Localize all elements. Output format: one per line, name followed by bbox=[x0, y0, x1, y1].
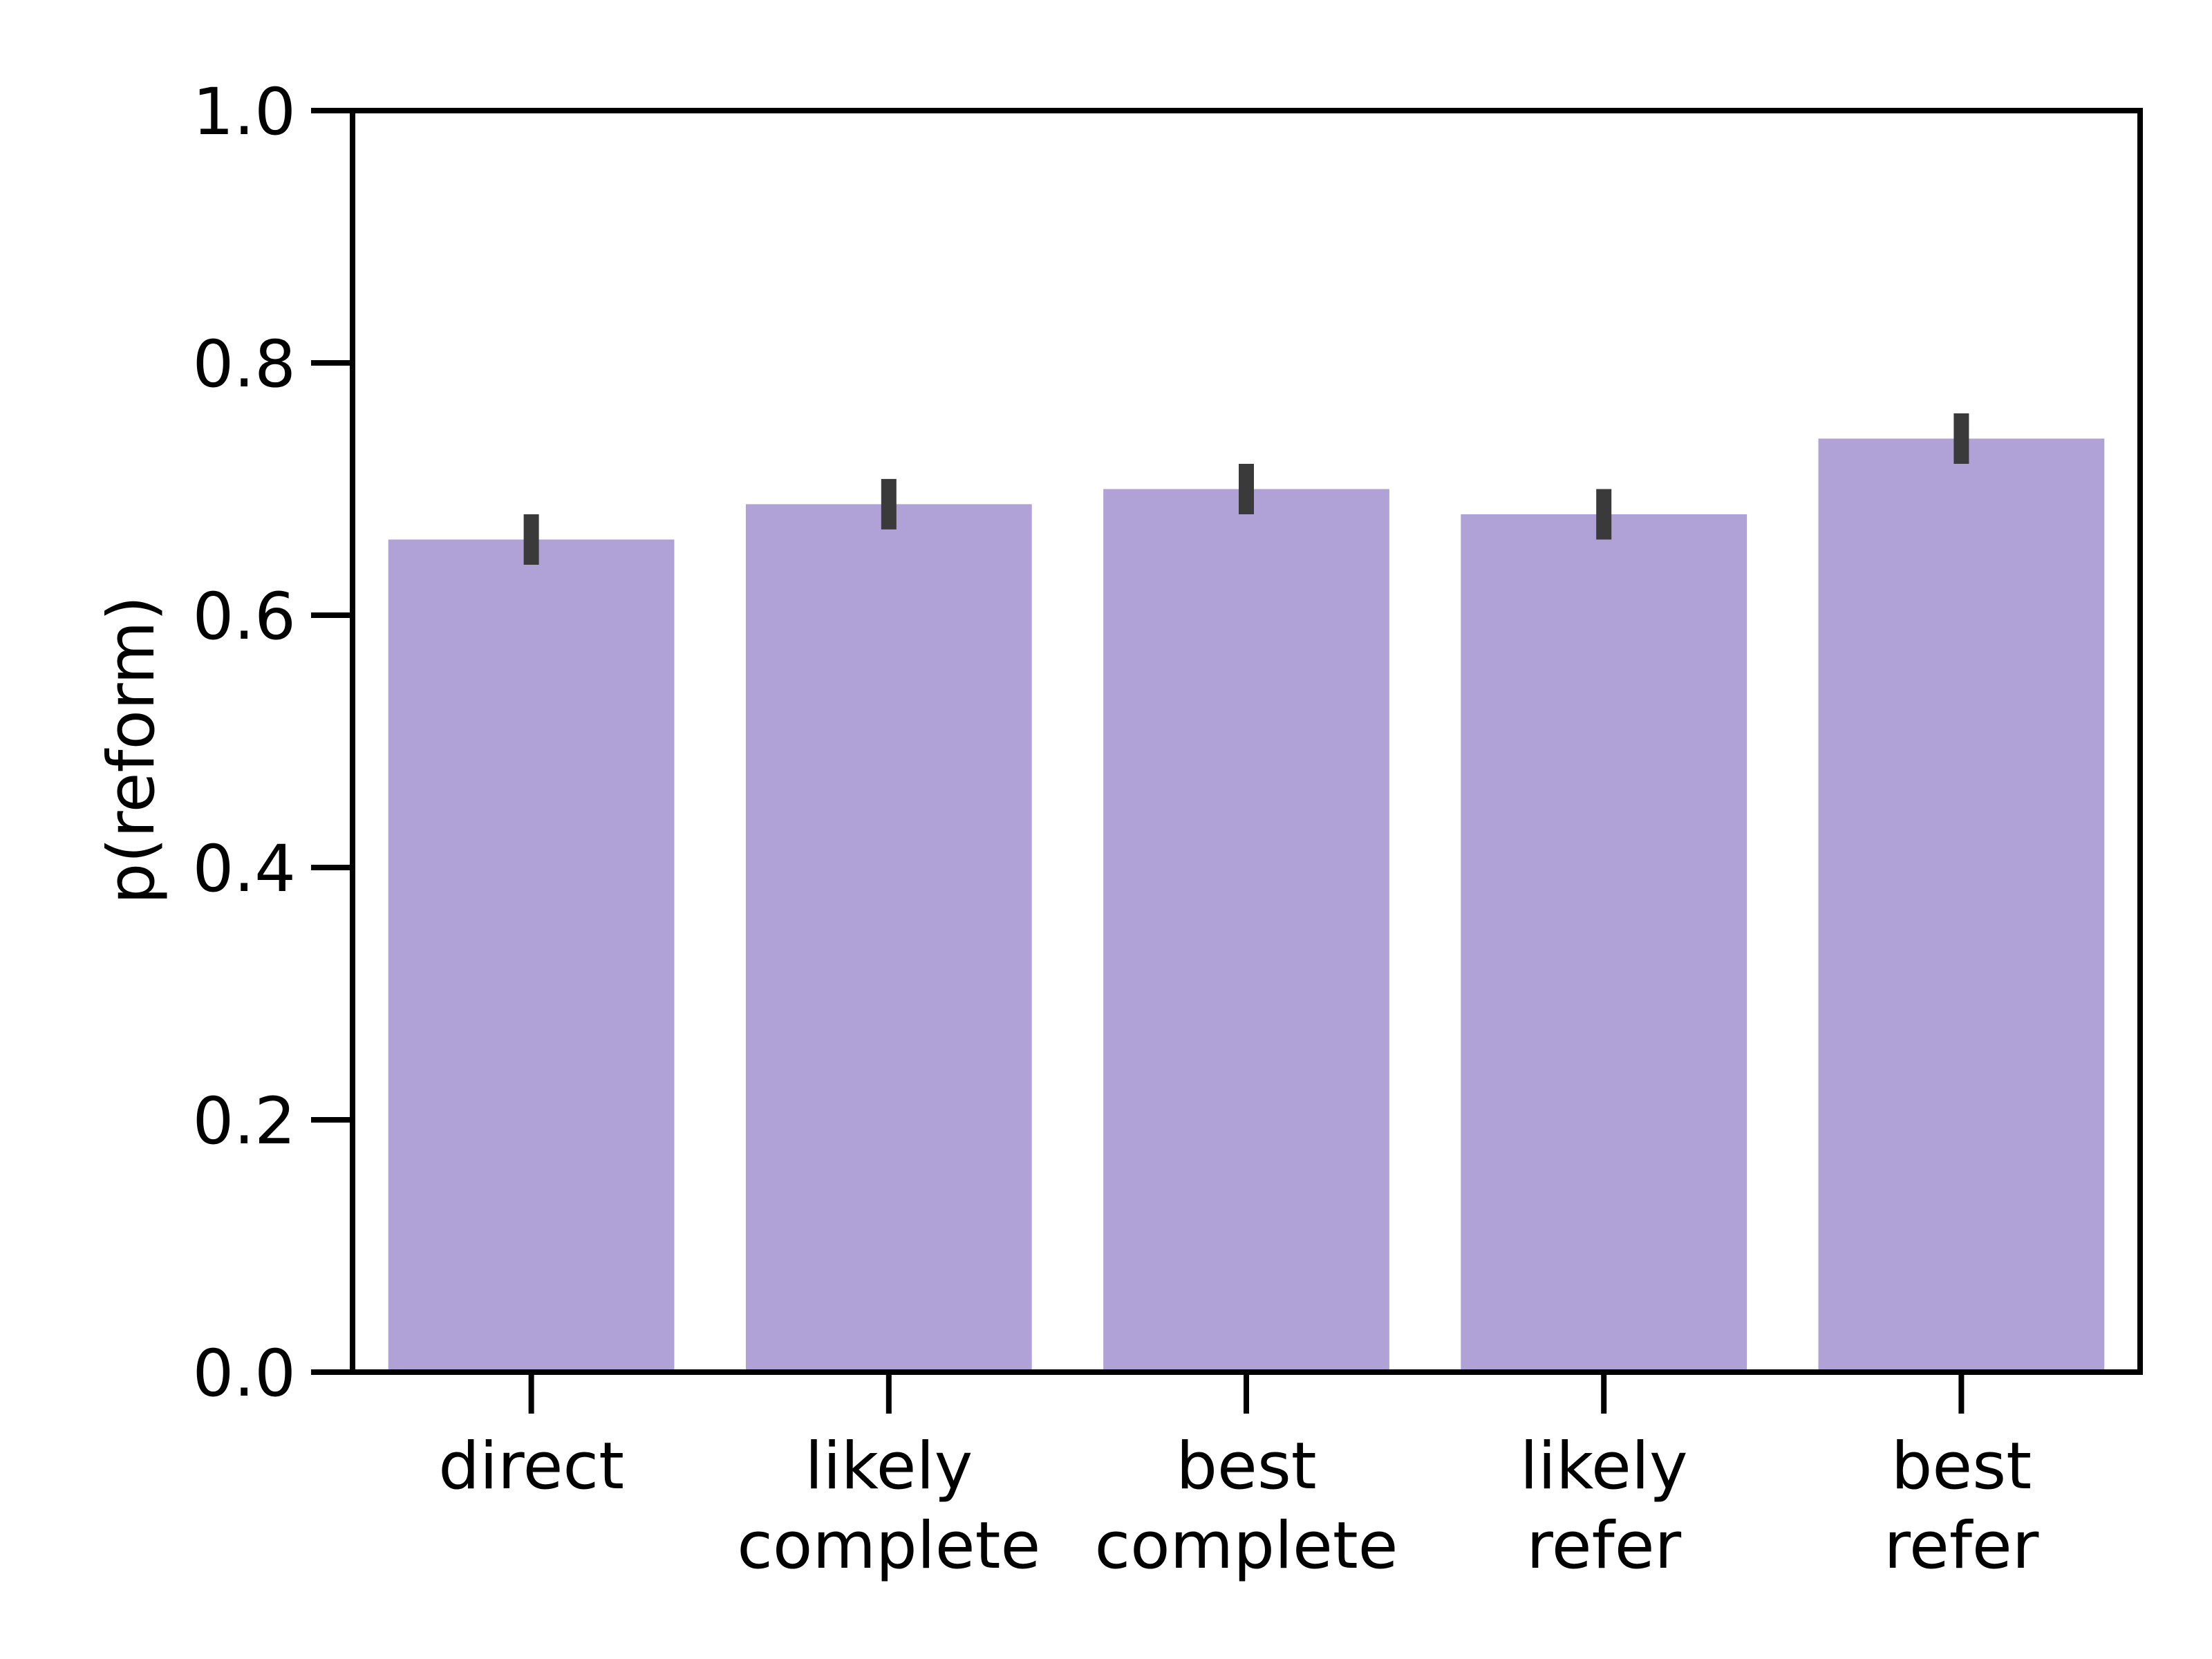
x-tick-label: likely refer bbox=[1520, 1429, 1688, 1584]
bar bbox=[388, 539, 675, 1372]
y-axis: 0.0 0.2 0.4 0.6 0.8 1.0 bbox=[193, 75, 353, 1412]
x-tick-label: best refer bbox=[1884, 1429, 2038, 1584]
bar bbox=[1103, 489, 1389, 1372]
bar bbox=[745, 504, 1032, 1372]
x-tick-label: best complete bbox=[1094, 1429, 1398, 1584]
x-tick-label-line: direct bbox=[438, 1429, 624, 1504]
x-tick-label: likely complete bbox=[737, 1429, 1040, 1584]
x-tick-label-line: best bbox=[1891, 1429, 2032, 1504]
x-tick-label-line: complete bbox=[737, 1508, 1040, 1584]
x-tick-label: direct bbox=[438, 1429, 624, 1504]
plot-frame bbox=[350, 108, 2143, 1375]
bar bbox=[1818, 438, 2105, 1372]
bar bbox=[1461, 514, 1747, 1372]
x-tick-label-line: best bbox=[1176, 1429, 1316, 1504]
error-bars bbox=[523, 413, 1969, 565]
y-tick-label: 0.2 bbox=[193, 1084, 297, 1159]
x-tick-label-line: refer bbox=[1526, 1508, 1681, 1584]
x-tick-label-line: likely bbox=[1520, 1429, 1688, 1504]
y-tick-label: 0.0 bbox=[193, 1336, 297, 1412]
y-tick-label: 0.6 bbox=[193, 579, 297, 655]
x-tick-label-line: likely bbox=[805, 1429, 973, 1504]
bars bbox=[388, 438, 2105, 1372]
x-tick-label-line: complete bbox=[1094, 1508, 1398, 1584]
y-axis-label: p(reform) bbox=[94, 596, 169, 905]
y-tick-label: 1.0 bbox=[193, 75, 297, 150]
x-tick-label-line: refer bbox=[1884, 1508, 2038, 1584]
y-tick-label: 0.4 bbox=[193, 832, 297, 907]
y-tick-label: 0.8 bbox=[193, 327, 297, 402]
